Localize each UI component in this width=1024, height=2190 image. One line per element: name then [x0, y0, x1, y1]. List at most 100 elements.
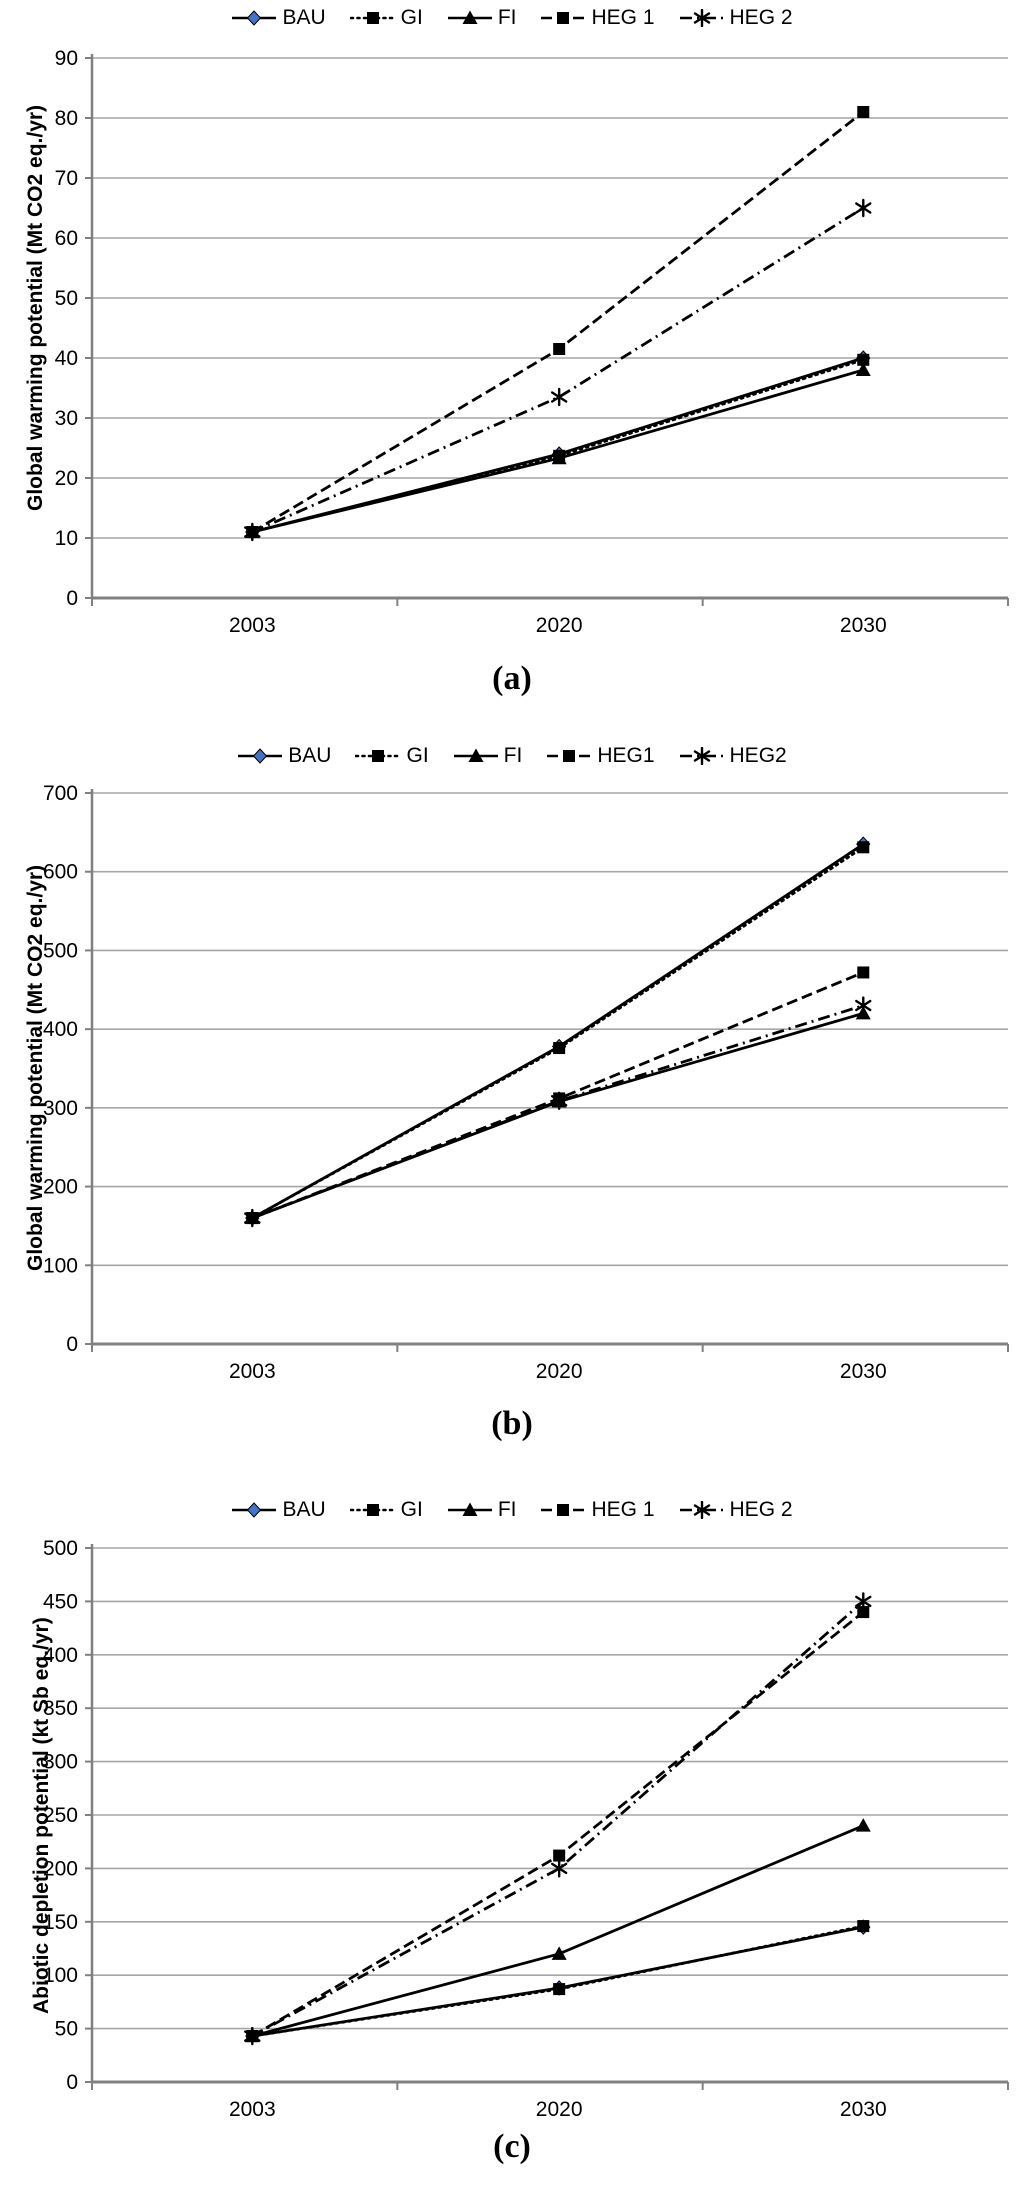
y-tick-label: 0 [66, 2071, 78, 2094]
y-tick-label: 200 [43, 1857, 78, 1880]
plot-area-b: 0 100 200 300 400 500 600 700 2003 2020 2030 [43, 782, 1009, 1383]
legend-marker-square-icon [563, 750, 576, 762]
y-tick-label: 0 [66, 1333, 78, 1356]
x-tick-label: 2030 [840, 2098, 887, 2121]
marker-fi-2020 [551, 1946, 567, 1960]
marker-heg-2-2020 [550, 387, 568, 407]
y-tick-label: 600 [43, 861, 78, 884]
legend-a: BAU GI FI HEG 1 HEG 2 [0, 6, 1024, 30]
marker-gi-2030 [857, 841, 870, 854]
series-markers-heg-2 [244, 198, 872, 542]
series-markers-heg-2 [244, 1592, 872, 2046]
series-markers-bau [245, 836, 871, 1226]
x-tick-label: 2003 [229, 1360, 276, 1383]
legend-marker-triangle-icon [462, 1502, 478, 1516]
y-tick-label: 50 [55, 287, 78, 310]
marker-gi-2020 [553, 1042, 566, 1055]
y-tick-label: 80 [55, 107, 78, 130]
y-tick-label: 100 [43, 1254, 78, 1277]
series-line-gi [250, 1924, 865, 2038]
y-tick-label: 20 [55, 467, 78, 490]
y-tick-label: 100 [43, 1964, 78, 1987]
legend-label: HEG 1 [591, 1498, 655, 1521]
series-markers-heg-1 [246, 106, 870, 538]
legend-label: HEG 2 [729, 6, 793, 29]
legend-marker-square-icon [372, 750, 385, 762]
legend-item-bau: BAU [231, 6, 326, 30]
legend-item-heg2: HEG2 [679, 744, 787, 768]
marker-fi-2030 [855, 1818, 871, 1832]
panel-caption-b: (b) [491, 1405, 533, 1442]
marker-heg-2-2003 [244, 522, 261, 542]
y-tick-label: 400 [43, 1018, 78, 1041]
legend-item-fi: FI [447, 1498, 517, 1522]
legend-item-heg-1: HEG 1 [540, 6, 655, 30]
y-tick-label: 500 [43, 1537, 78, 1560]
series-line-bau [251, 842, 865, 1220]
panel-caption-a: (a) [492, 660, 532, 697]
y-tick-label: 200 [43, 1176, 78, 1199]
x-tick-label: 2020 [536, 2098, 583, 2121]
marker-heg-1-2020 [553, 1849, 566, 1862]
marker-heg2-2030 [855, 996, 872, 1015]
legend-item-gi: GI [349, 1498, 423, 1522]
marker-gi-2030 [857, 1920, 870, 1933]
legend-marker-diamond-icon [247, 10, 262, 26]
legend-marker-square-icon [366, 12, 379, 24]
marker-heg-2-2030 [855, 198, 872, 218]
series-line-heg-1 [251, 1610, 865, 2038]
legend-item-fi: FI [453, 744, 523, 768]
legend-c: BAU GI FI HEG 1 HEG 2 [0, 1498, 1024, 1522]
legend-item-gi: GI [349, 6, 423, 30]
series-line-heg-1 [251, 110, 865, 534]
legend-item-heg-2: HEG 2 [679, 1498, 793, 1522]
legend-label: HEG 2 [729, 1498, 793, 1521]
legend-item-heg-2: HEG 2 [679, 6, 793, 30]
y-tick-label: 60 [55, 227, 78, 250]
marker-heg-1-2030 [857, 106, 870, 118]
y-tick-label: 300 [43, 1751, 78, 1774]
legend-label: BAU [282, 1498, 326, 1521]
marker-heg2-2003 [244, 1208, 261, 1228]
y-tick-label: 40 [55, 347, 78, 370]
legend-label: BAU [288, 744, 332, 767]
marker-gi-2030 [857, 353, 870, 366]
legend-label: FI [497, 1498, 517, 1521]
y-tick-label: 450 [43, 1590, 78, 1613]
legend-label: FI [497, 6, 517, 29]
legend-marker-square-icon [557, 12, 570, 24]
marker-fi-2020 [551, 450, 567, 465]
y-tick-label: 250 [43, 1804, 78, 1827]
legend-item-heg1: HEG1 [546, 744, 655, 768]
legend-marker-square-icon [366, 1504, 379, 1516]
legend-marker-triangle-icon [462, 10, 478, 24]
marker-heg-2-2030 [855, 1592, 872, 1611]
legend-marker-diamond-icon [247, 1502, 262, 1518]
legend-label: HEG 1 [591, 6, 655, 29]
legend-marker-square-icon [557, 1504, 570, 1516]
y-tick-label: 50 [55, 2018, 78, 2041]
marker-gi-2020 [553, 1983, 566, 1996]
x-tick-label: 2003 [229, 614, 276, 637]
legend-item-bau: BAU [231, 1498, 326, 1522]
legend-marker-triangle-icon [468, 748, 484, 762]
series-line-bau [251, 356, 864, 534]
marker-heg1-2030 [857, 966, 870, 979]
y-tick-label: 500 [43, 939, 78, 962]
x-tick-label: 2030 [840, 1360, 887, 1383]
legend-item-heg-1: HEG 1 [540, 1498, 655, 1522]
legend-b: BAU GI FI HEG1 HEG2 [0, 744, 1024, 768]
y-tick-label: 0 [66, 587, 78, 610]
legend-item-gi: GI [355, 744, 429, 768]
legend-marker-asterisk-icon [693, 9, 710, 27]
x-tick-label: 2020 [536, 614, 583, 637]
legend-label: FI [503, 744, 523, 767]
legend-label: GI [400, 1498, 423, 1521]
marker-fi-2030 [855, 362, 871, 376]
legend-label: BAU [282, 6, 326, 29]
panel-caption-c: (c) [493, 2128, 531, 2165]
legend-label: HEG2 [729, 744, 787, 767]
marker-heg-2-2003 [244, 2026, 261, 2046]
series-line-heg-2 [251, 1600, 865, 2038]
